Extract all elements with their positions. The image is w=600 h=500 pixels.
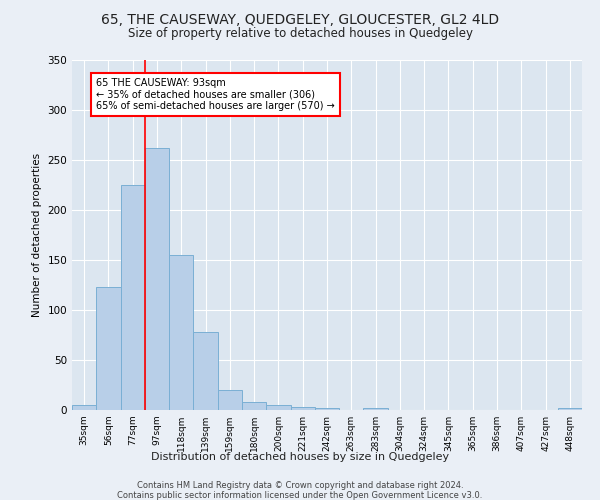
Text: 65, THE CAUSEWAY, QUEDGELEY, GLOUCESTER, GL2 4LD: 65, THE CAUSEWAY, QUEDGELEY, GLOUCESTER,… [101, 12, 499, 26]
Text: Contains HM Land Registry data © Crown copyright and database right 2024.: Contains HM Land Registry data © Crown c… [137, 481, 463, 490]
Bar [266, 405, 290, 410]
Text: Distribution of detached houses by size in Quedgeley: Distribution of detached houses by size … [151, 452, 449, 462]
Bar [218, 390, 242, 410]
Bar [72, 405, 96, 410]
Bar [364, 408, 388, 410]
Bar [121, 185, 145, 410]
Bar [96, 287, 121, 410]
Text: 65 THE CAUSEWAY: 93sqm
← 35% of detached houses are smaller (306)
65% of semi-de: 65 THE CAUSEWAY: 93sqm ← 35% of detached… [96, 78, 335, 111]
Bar [315, 408, 339, 410]
Bar [145, 148, 169, 410]
Text: Contains public sector information licensed under the Open Government Licence v3: Contains public sector information licen… [118, 491, 482, 500]
Text: Size of property relative to detached houses in Quedgeley: Size of property relative to detached ho… [128, 28, 473, 40]
Bar [558, 408, 582, 410]
Y-axis label: Number of detached properties: Number of detached properties [32, 153, 42, 317]
Bar [290, 407, 315, 410]
Bar [242, 402, 266, 410]
Bar [169, 255, 193, 410]
Bar [193, 332, 218, 410]
